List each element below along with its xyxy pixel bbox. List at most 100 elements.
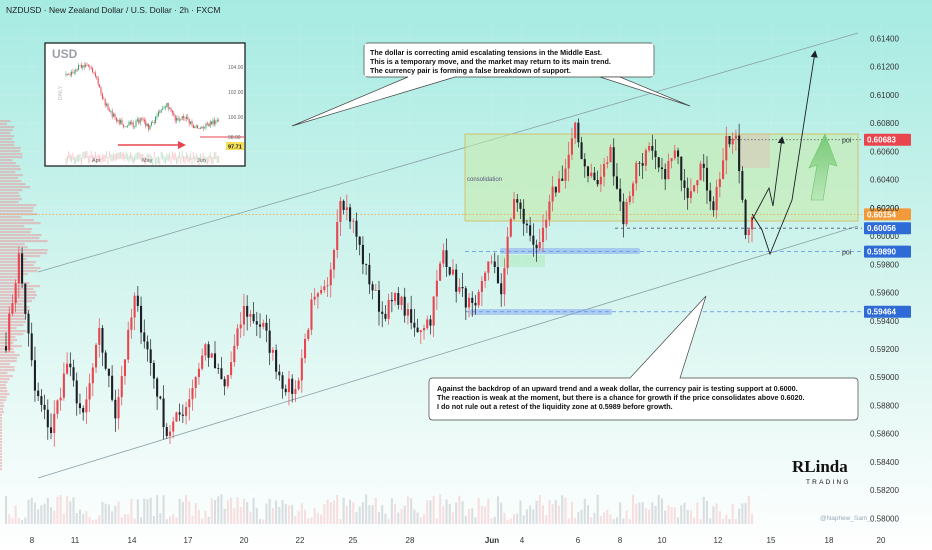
inset-volume [71, 155, 73, 163]
profile-bar [0, 255, 41, 258]
candle-body [62, 373, 65, 398]
volume-bar [413, 509, 416, 524]
inset-xtick-jun: Jun [197, 158, 206, 164]
candle-body [175, 412, 178, 422]
volume-bar [11, 517, 14, 524]
profile-bar [0, 405, 5, 408]
profile-bar [0, 195, 21, 198]
candle-body [194, 377, 197, 388]
candle-body [622, 201, 625, 225]
volume-bar [246, 502, 249, 524]
candle-body [448, 266, 451, 275]
liquidity-zone-upper[interactable] [500, 248, 640, 254]
inset-body [206, 123, 208, 125]
candle-body [11, 303, 14, 314]
candle-body [4, 346, 8, 351]
volume-bar [194, 503, 197, 524]
candle-body [410, 309, 413, 323]
volume-bar [358, 506, 361, 524]
bottom-note-callout[interactable]: Against the backdrop of an upward trend … [428, 295, 859, 421]
candle-body [548, 201, 551, 220]
candle-body [303, 338, 307, 359]
volume-bar [88, 516, 91, 524]
inset-body [135, 120, 137, 127]
volume-bar [255, 507, 258, 524]
candle-body [709, 190, 712, 202]
price-badge-poi-upper [864, 133, 911, 146]
usd-inset-chart[interactable]: USD DAILY 104.00 102.00 100.00 98.00 97.… [44, 42, 246, 167]
candle-body [628, 195, 631, 202]
consolidation-zone[interactable] [464, 133, 859, 222]
volume-bar [249, 511, 252, 524]
volume-bar [191, 515, 194, 524]
profile-bar [0, 390, 8, 393]
top-note-callout[interactable]: The dollar is correcting amid escalating… [291, 42, 691, 127]
candle-body [207, 344, 210, 358]
candle-body [689, 191, 692, 199]
inset-body [115, 117, 117, 121]
profile-bar [0, 408, 3, 411]
volume-bar [220, 494, 223, 524]
volume-bar [381, 505, 384, 524]
profile-bar [0, 297, 35, 300]
profile-bar [0, 354, 20, 357]
volume-bar [156, 495, 159, 524]
candle-body [615, 176, 618, 189]
candle-body [741, 171, 744, 200]
volume-bar [654, 506, 657, 524]
volume-bar [680, 505, 683, 524]
candle-body [262, 322, 265, 327]
volume-bar [593, 512, 596, 524]
profile-bar [0, 132, 11, 135]
inset-volume [92, 155, 94, 163]
price-tick-label: 0.61200 [870, 63, 899, 72]
time-axis[interactable]: 8 11 14 17 20 22 25 28 Jun 4 6 8 10 12 15 18 20 [30, 536, 886, 545]
candle-body [197, 368, 200, 378]
candle-body [213, 353, 217, 369]
inset-body [86, 64, 88, 66]
inset-volume [89, 155, 91, 163]
volume-bar [564, 497, 567, 524]
volume-bar [586, 505, 590, 524]
inset-body [124, 126, 126, 128]
inset-volume [108, 151, 110, 159]
volume-bar [506, 519, 509, 524]
inset-body [96, 76, 98, 78]
inset-volume [215, 152, 217, 160]
candle-body [493, 261, 496, 268]
candle-body [111, 375, 114, 400]
volume-bar [484, 506, 487, 524]
candle-body [580, 142, 583, 160]
channel-lower-line[interactable] [37, 225, 859, 479]
inset-volume [141, 154, 143, 162]
candle-body [390, 299, 393, 302]
candle-body [78, 403, 82, 409]
volume-bar [390, 498, 393, 524]
inset-body [69, 74, 71, 76]
candle-body [91, 367, 94, 384]
profile-bar [0, 252, 47, 255]
volume-bar [271, 508, 274, 524]
inset-volume [159, 157, 161, 165]
price-axis[interactable]: 0.61400 0.61200 0.61000 0.60800 0.60600 0.604… [870, 35, 899, 524]
channel-upper-line[interactable] [37, 32, 859, 273]
candle-body [284, 388, 287, 393]
liquidity-zone-lower[interactable] [470, 309, 612, 315]
profile-bar [0, 210, 33, 213]
symbol-title[interactable]: NZDUSD · New Zealand Dollar / U.S. Dolla… [6, 5, 220, 15]
forecast-path-long[interactable] [751, 50, 818, 256]
volume-bar [242, 498, 245, 524]
inset-body [111, 110, 113, 117]
profile-bar [0, 357, 17, 360]
volume-bar [442, 506, 445, 524]
inset-body [76, 69, 78, 71]
volume-bar [490, 518, 493, 524]
forecast-path-short[interactable] [751, 136, 785, 221]
inset-volume [85, 151, 87, 159]
candle-body [439, 263, 442, 281]
candle-body [258, 324, 262, 327]
profile-bar [0, 126, 15, 129]
profile-bar [0, 438, 2, 441]
logo-sub: TRADING [806, 479, 851, 486]
